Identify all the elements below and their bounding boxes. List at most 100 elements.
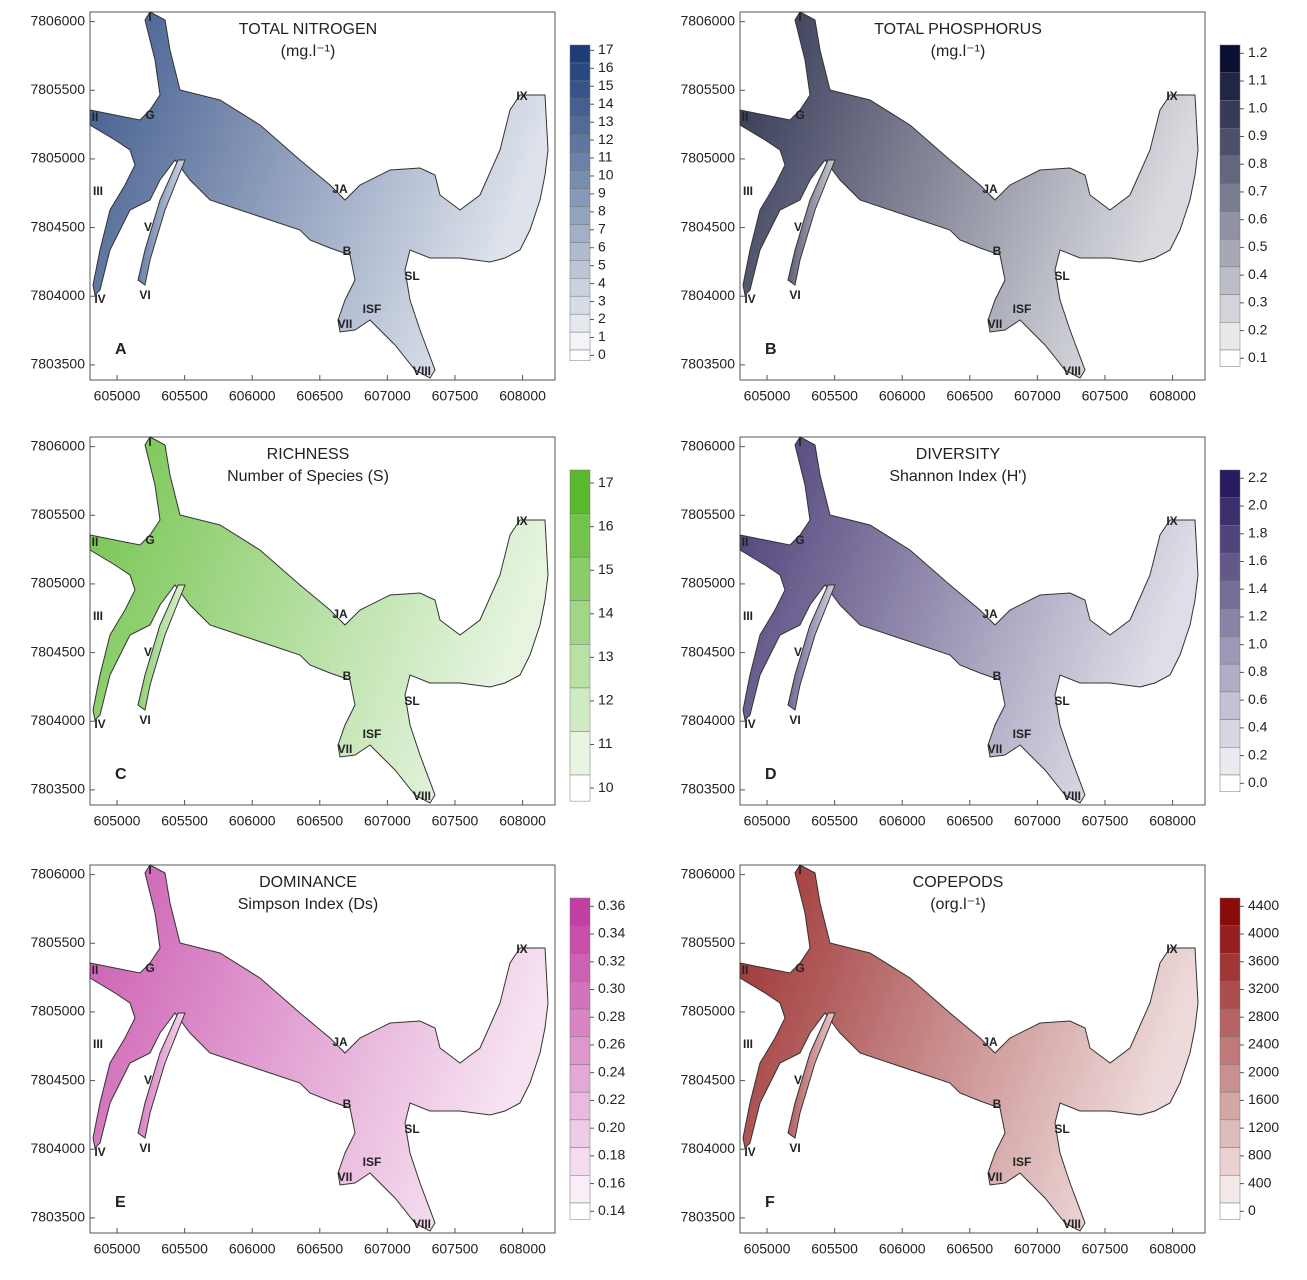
colorbar-block — [1220, 1064, 1240, 1092]
site-label: IX — [1166, 942, 1177, 956]
site-label: IX — [1166, 514, 1177, 528]
colorbar-label: 0.34 — [598, 925, 625, 941]
site-label: VI — [789, 1141, 800, 1155]
x-tick-label: 605000 — [744, 1241, 791, 1257]
site-label: JA — [332, 1035, 348, 1049]
colorbar-block — [1220, 1175, 1240, 1203]
site-label: G — [795, 961, 804, 975]
colorbar-block — [570, 63, 590, 81]
site-label: SL — [1054, 269, 1069, 283]
colorbar-block — [1220, 898, 1240, 926]
y-tick-label: 7806000 — [680, 437, 735, 453]
x-tick-label: 607000 — [364, 388, 411, 404]
site-label: IX — [516, 89, 527, 103]
y-tick-label: 7804500 — [30, 218, 85, 234]
site-label: VII — [988, 317, 1003, 331]
x-tick-label: 605000 — [94, 388, 141, 404]
x-tick-label: 607000 — [364, 1241, 411, 1257]
colorbar-block — [1220, 239, 1240, 267]
x-tick-label: 607000 — [364, 813, 411, 829]
colorbar-label: 4400 — [1248, 897, 1279, 913]
site-label: ISF — [1013, 1155, 1032, 1169]
x-tick-label: 605000 — [94, 813, 141, 829]
y-tick-label: 7804000 — [680, 1140, 735, 1156]
colorbar-label: 10 — [598, 167, 614, 183]
x-tick-label: 606000 — [879, 388, 926, 404]
x-tick-label: 608000 — [1149, 813, 1196, 829]
panel-title: TOTAL PHOSPHORUS — [874, 21, 1042, 38]
site-label: III — [93, 1037, 103, 1051]
colorbar-label: 1 — [598, 328, 606, 344]
site-label: SL — [1054, 694, 1069, 708]
x-tick-label: 607500 — [1082, 1241, 1129, 1257]
y-tick-label: 7806000 — [30, 437, 85, 453]
colorbar-label: 3600 — [1248, 952, 1279, 968]
colorbar-block — [570, 171, 590, 189]
y-tick-label: 7804500 — [680, 643, 735, 659]
colorbar-block — [1220, 692, 1240, 720]
site-label: VII — [338, 317, 353, 331]
y-tick-label: 7804000 — [30, 1140, 85, 1156]
site-label: IX — [516, 514, 527, 528]
x-tick-label: 607000 — [1014, 813, 1061, 829]
site-label: III — [743, 609, 753, 623]
site-label: JA — [332, 607, 348, 621]
colorbar-label: 5 — [598, 256, 606, 272]
map-panel: 6050006055006060006065006070006075006080… — [30, 863, 625, 1257]
colorbar-label: 7 — [598, 220, 606, 236]
colorbar-label: 0.18 — [598, 1147, 625, 1163]
y-tick-label: 7805500 — [680, 81, 735, 97]
colorbar-label: 1.4 — [1248, 580, 1268, 596]
panel-title: (org.l⁻¹) — [930, 896, 986, 913]
colorbar-block — [1220, 322, 1240, 350]
colorbar-block — [1220, 45, 1240, 73]
colorbar-block — [1220, 100, 1240, 128]
y-tick-label: 7805500 — [680, 506, 735, 522]
x-tick-label: 608000 — [1149, 1241, 1196, 1257]
x-tick-label: 606500 — [296, 813, 343, 829]
colorbar-label: 0.20 — [598, 1119, 625, 1135]
x-tick-label: 606500 — [946, 1241, 993, 1257]
y-tick-label: 7804000 — [30, 712, 85, 728]
x-tick-label: 606500 — [946, 813, 993, 829]
x-tick-label: 605500 — [161, 813, 208, 829]
colorbar-label: 400 — [1248, 1174, 1272, 1190]
y-tick-label: 7805500 — [30, 506, 85, 522]
colorbar-block — [1220, 73, 1240, 101]
site-label: III — [93, 609, 103, 623]
site-label: G — [795, 108, 804, 122]
colorbar-label: 0.7 — [1248, 183, 1268, 199]
site-label: B — [993, 669, 1002, 683]
x-tick-label: 606000 — [229, 813, 276, 829]
y-tick-label: 7803500 — [680, 356, 735, 372]
colorbar-label: 16 — [598, 517, 614, 533]
site-label: IX — [1166, 89, 1177, 103]
colorbar-block — [570, 1120, 590, 1148]
y-tick-label: 7804500 — [30, 643, 85, 659]
site-label: I — [798, 435, 801, 449]
colorbar-label: 0.28 — [598, 1008, 625, 1024]
colorbar-block — [570, 350, 590, 361]
colorbar-label: 12 — [598, 692, 614, 708]
colorbar-label: 14 — [598, 95, 614, 111]
site-label: IV — [744, 292, 755, 306]
colorbar-label: 0.4 — [1248, 266, 1268, 282]
panel-title: (mg.l⁻¹) — [931, 43, 986, 60]
colorbar-label: 6 — [598, 238, 606, 254]
panel-letter: D — [765, 766, 777, 783]
site-label: JA — [982, 607, 998, 621]
site-label: II — [742, 963, 749, 977]
colorbar-label: 0.14 — [598, 1202, 625, 1218]
site-label: VII — [988, 1170, 1003, 1184]
colorbar-label: 13 — [598, 648, 614, 664]
colorbar-block — [570, 953, 590, 981]
colorbar-block — [570, 926, 590, 954]
y-tick-label: 7805000 — [30, 1003, 85, 1019]
colorbar-block — [570, 81, 590, 99]
colorbar-block — [1220, 581, 1240, 609]
y-tick-label: 7804500 — [680, 218, 735, 234]
colorbar-block — [570, 135, 590, 153]
x-tick-label: 606500 — [296, 388, 343, 404]
colorbar-label: 1.2 — [1248, 608, 1268, 624]
